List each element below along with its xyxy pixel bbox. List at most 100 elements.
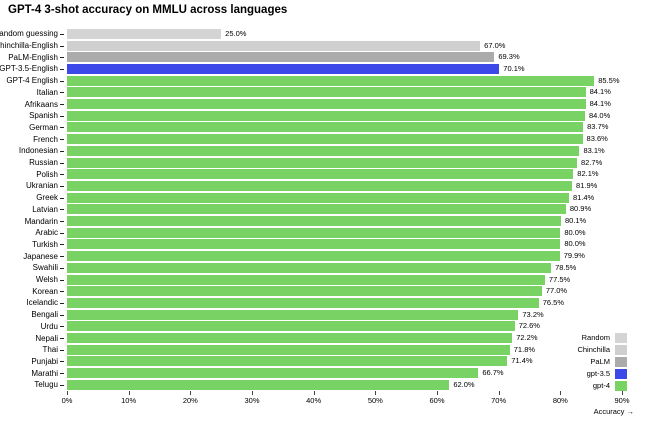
bar-label-text: Icelandic bbox=[26, 298, 58, 308]
bar-label-text: Marathi bbox=[31, 368, 58, 378]
y-axis-tick bbox=[60, 302, 64, 304]
bar-label-text: GPT-3.5-English bbox=[0, 64, 58, 74]
bar-value-label: 76.5% bbox=[542, 297, 565, 307]
bar-label-text: Spanish bbox=[29, 111, 58, 121]
bar-row: Swahili 78.5% bbox=[0, 262, 650, 274]
bar bbox=[67, 99, 586, 110]
y-axis-tick bbox=[60, 267, 64, 269]
bar-label-text: Latvian bbox=[32, 204, 58, 214]
bar-value-label: 69.3% bbox=[498, 52, 520, 62]
bar-label-text: Welsh bbox=[35, 275, 58, 285]
bar-label: Thai bbox=[0, 344, 58, 356]
bar-label-text: Turkish bbox=[32, 239, 58, 249]
bar bbox=[67, 52, 495, 63]
bar-value-label: 71.4% bbox=[511, 356, 533, 366]
bar-label-text: Urdu bbox=[40, 321, 58, 331]
bar-label-text: Arabic bbox=[35, 228, 58, 238]
bar-row: Greek 81.4% bbox=[0, 192, 650, 204]
bar-label: French bbox=[0, 133, 58, 145]
bar bbox=[67, 239, 561, 250]
y-axis-tick bbox=[60, 68, 64, 70]
bar-label-text: Italian bbox=[36, 87, 58, 97]
bar-value-label: 71.8% bbox=[513, 344, 536, 354]
bar-value-label: 80.9% bbox=[569, 204, 592, 214]
bar-label: Icelandic bbox=[0, 297, 58, 309]
bar-row: Telugu 62.0% bbox=[0, 379, 650, 391]
bar-label: Indonesian bbox=[0, 145, 58, 157]
bar bbox=[67, 157, 577, 168]
bar-label-text: Telugu bbox=[34, 380, 58, 390]
bar bbox=[67, 309, 519, 320]
bar-value-label: 82.7% bbox=[580, 157, 603, 167]
bar-value-label: 81.4% bbox=[572, 192, 595, 202]
x-axis-tick-label: 10% bbox=[121, 396, 137, 405]
bar-value-label: 72.6% bbox=[518, 321, 540, 331]
bar bbox=[67, 368, 479, 379]
bar bbox=[67, 204, 566, 215]
bar-row: Japanese 79.9% bbox=[0, 250, 650, 262]
bar-label: Bengali bbox=[0, 309, 58, 321]
bar-label: Japanese bbox=[0, 250, 58, 262]
y-axis-tick bbox=[60, 104, 64, 106]
y-axis-tick bbox=[60, 244, 64, 246]
bar-row: Turkish 80.0% bbox=[0, 239, 650, 251]
y-axis-tick bbox=[60, 139, 64, 141]
bar bbox=[67, 75, 595, 86]
x-axis-tick bbox=[375, 391, 377, 395]
y-axis-tick bbox=[60, 33, 64, 35]
x-axis-tick-label: 0% bbox=[61, 396, 73, 405]
x-axis-tick bbox=[128, 391, 130, 395]
legend-label: Random bbox=[581, 333, 610, 342]
y-axis-tick bbox=[60, 361, 64, 363]
bar-label: Russian bbox=[0, 157, 58, 169]
bar-label-text: Afrikaans bbox=[24, 99, 58, 109]
y-axis-tick bbox=[60, 115, 64, 117]
bar-label: Spanish bbox=[0, 110, 58, 122]
y-axis-tick bbox=[60, 326, 64, 328]
bar-row: Nepali 72.2% bbox=[0, 332, 650, 344]
x-axis-tick-label: 90% bbox=[614, 396, 630, 405]
bar-label: Korean bbox=[0, 285, 58, 297]
bar-row: Russian 82.7% bbox=[0, 157, 650, 169]
y-axis-tick bbox=[60, 221, 64, 223]
bar-row: Icelandic 76.5% bbox=[0, 297, 650, 309]
x-axis-tick bbox=[498, 391, 500, 395]
bar-value-label: 84.0% bbox=[589, 110, 611, 120]
bar-row: Spanish 84.0% bbox=[0, 110, 650, 122]
bar-value-label: 62.0% bbox=[453, 379, 475, 389]
y-axis-tick bbox=[60, 80, 64, 82]
bar-row: GPT-4 English 85.5% bbox=[0, 75, 650, 87]
y-axis-tick bbox=[60, 209, 64, 211]
legend-swatch bbox=[615, 333, 627, 343]
bar-value-label: 80.0% bbox=[564, 227, 586, 237]
bar-value-label: 83.6% bbox=[586, 134, 608, 144]
bar-label-text: Nepali bbox=[35, 333, 58, 343]
bar bbox=[67, 192, 569, 203]
bar-row: Thai 71.8% bbox=[0, 344, 650, 356]
bar-value-label: 77.5% bbox=[548, 274, 571, 284]
x-axis-tick bbox=[622, 391, 623, 395]
bar-label: PaLM-English bbox=[0, 51, 58, 63]
bar-value-label: 80.1% bbox=[564, 216, 587, 226]
bar-row: Welsh 77.5% bbox=[0, 274, 650, 286]
bar-label: Punjabi bbox=[0, 356, 58, 368]
bar-label: Swahili bbox=[0, 262, 58, 274]
bar bbox=[67, 134, 583, 145]
y-axis-tick bbox=[60, 373, 64, 375]
bar-row: Bengali 73.2% bbox=[0, 309, 650, 321]
y-axis-tick bbox=[60, 92, 64, 94]
y-axis-tick bbox=[60, 197, 64, 199]
bar-value-label: 66.7% bbox=[482, 368, 504, 378]
bar-row: French 83.6% bbox=[0, 133, 650, 145]
bar-label: Polish bbox=[0, 168, 58, 180]
y-axis-tick bbox=[60, 162, 64, 164]
x-axis-tick bbox=[313, 391, 315, 395]
bar-label-text: Punjabi bbox=[31, 356, 58, 366]
bar-value-label: 25.0% bbox=[225, 28, 247, 38]
bar-label-text: Swahili bbox=[32, 263, 58, 273]
bar bbox=[67, 180, 573, 191]
chart-title: GPT-4 3-shot accuracy on MMLU across lan… bbox=[8, 4, 288, 16]
bar-value-label: 81.9% bbox=[576, 180, 598, 190]
x-axis-tick-label: 50% bbox=[367, 396, 383, 405]
